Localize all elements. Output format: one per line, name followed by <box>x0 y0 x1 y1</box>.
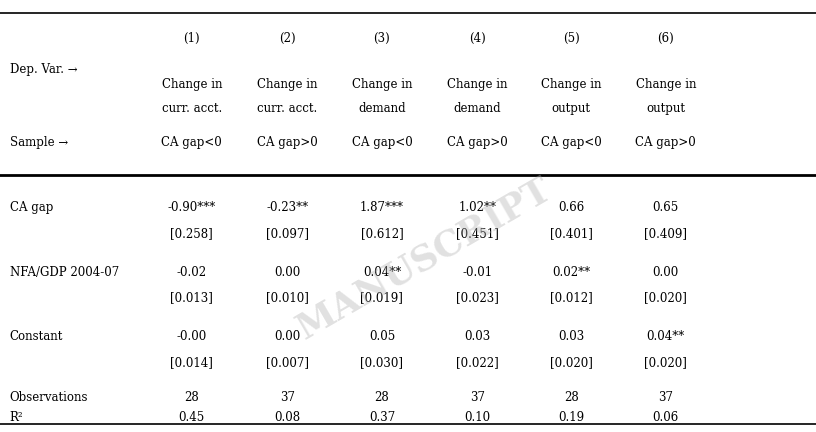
Text: 1.87***: 1.87*** <box>360 201 404 214</box>
Text: 0.03: 0.03 <box>464 330 490 343</box>
Text: [0.010]: [0.010] <box>266 292 308 305</box>
Text: curr. acct.: curr. acct. <box>162 102 222 114</box>
Text: output: output <box>646 102 685 114</box>
Text: CA gap<0: CA gap<0 <box>541 136 601 149</box>
Text: 0.04**: 0.04** <box>363 266 401 279</box>
Text: (4): (4) <box>469 32 486 45</box>
Text: 0.37: 0.37 <box>369 411 395 424</box>
Text: (1): (1) <box>184 32 200 45</box>
Text: (3): (3) <box>374 32 390 45</box>
Text: 0.65: 0.65 <box>653 201 679 214</box>
Text: curr. acct.: curr. acct. <box>257 102 317 114</box>
Text: [0.401]: [0.401] <box>550 227 592 240</box>
Text: 37: 37 <box>470 391 485 404</box>
Text: [0.007]: [0.007] <box>266 356 308 369</box>
Text: [0.097]: [0.097] <box>266 227 308 240</box>
Text: [0.020]: [0.020] <box>550 356 592 369</box>
Text: [0.030]: [0.030] <box>361 356 403 369</box>
Text: CA gap>0: CA gap>0 <box>257 136 317 149</box>
Text: Observations: Observations <box>10 391 88 404</box>
Text: Dep. Var. →: Dep. Var. → <box>10 63 78 76</box>
Text: 0.10: 0.10 <box>464 411 490 424</box>
Text: Change in: Change in <box>636 78 696 91</box>
Text: [0.409]: [0.409] <box>645 227 687 240</box>
Text: Change in: Change in <box>541 78 601 91</box>
Text: -0.23**: -0.23** <box>266 201 308 214</box>
Text: CA gap<0: CA gap<0 <box>162 136 222 149</box>
Text: 0.04**: 0.04** <box>647 330 685 343</box>
Text: 0.05: 0.05 <box>369 330 395 343</box>
Text: -0.90***: -0.90*** <box>167 201 216 214</box>
Text: [0.022]: [0.022] <box>456 356 499 369</box>
Text: 28: 28 <box>564 391 579 404</box>
Text: Change in: Change in <box>162 78 222 91</box>
Text: 0.06: 0.06 <box>653 411 679 424</box>
Text: demand: demand <box>454 102 501 114</box>
Text: Change in: Change in <box>447 78 508 91</box>
Text: R²: R² <box>10 411 24 424</box>
Text: [0.258]: [0.258] <box>171 227 213 240</box>
Text: [0.014]: [0.014] <box>171 356 213 369</box>
Text: [0.612]: [0.612] <box>361 227 403 240</box>
Text: CA gap<0: CA gap<0 <box>352 136 412 149</box>
Text: demand: demand <box>358 102 406 114</box>
Text: 37: 37 <box>659 391 673 404</box>
Text: 37: 37 <box>280 391 295 404</box>
Text: 0.03: 0.03 <box>558 330 584 343</box>
Text: -0.02: -0.02 <box>177 266 206 279</box>
Text: [0.451]: [0.451] <box>456 227 499 240</box>
Text: 0.66: 0.66 <box>558 201 584 214</box>
Text: -0.01: -0.01 <box>463 266 492 279</box>
Text: [0.012]: [0.012] <box>550 292 592 305</box>
Text: 28: 28 <box>184 391 199 404</box>
Text: NFA/GDP 2004-07: NFA/GDP 2004-07 <box>10 266 119 279</box>
Text: [0.013]: [0.013] <box>171 292 213 305</box>
Text: (5): (5) <box>563 32 579 45</box>
Text: Change in: Change in <box>352 78 412 91</box>
Text: 0.08: 0.08 <box>274 411 300 424</box>
Text: 0.02**: 0.02** <box>552 266 590 279</box>
Text: 0.00: 0.00 <box>274 330 300 343</box>
Text: (6): (6) <box>658 32 674 45</box>
Text: Change in: Change in <box>257 78 317 91</box>
Text: CA gap: CA gap <box>10 201 53 214</box>
Text: 0.19: 0.19 <box>558 411 584 424</box>
Text: [0.019]: [0.019] <box>361 292 403 305</box>
Text: 0.45: 0.45 <box>179 411 205 424</box>
Text: -0.00: -0.00 <box>176 330 207 343</box>
Text: Constant: Constant <box>10 330 63 343</box>
Text: 0.00: 0.00 <box>653 266 679 279</box>
Text: CA gap>0: CA gap>0 <box>447 136 508 149</box>
Text: 1.02**: 1.02** <box>459 201 496 214</box>
Text: [0.020]: [0.020] <box>645 356 687 369</box>
Text: CA gap>0: CA gap>0 <box>636 136 696 149</box>
Text: [0.023]: [0.023] <box>456 292 499 305</box>
Text: Sample →: Sample → <box>10 136 68 149</box>
Text: (2): (2) <box>279 32 295 45</box>
Text: 28: 28 <box>375 391 389 404</box>
Text: 0.00: 0.00 <box>274 266 300 279</box>
Text: MANUSCRIPT: MANUSCRIPT <box>290 172 558 346</box>
Text: output: output <box>552 102 591 114</box>
Text: [0.020]: [0.020] <box>645 292 687 305</box>
